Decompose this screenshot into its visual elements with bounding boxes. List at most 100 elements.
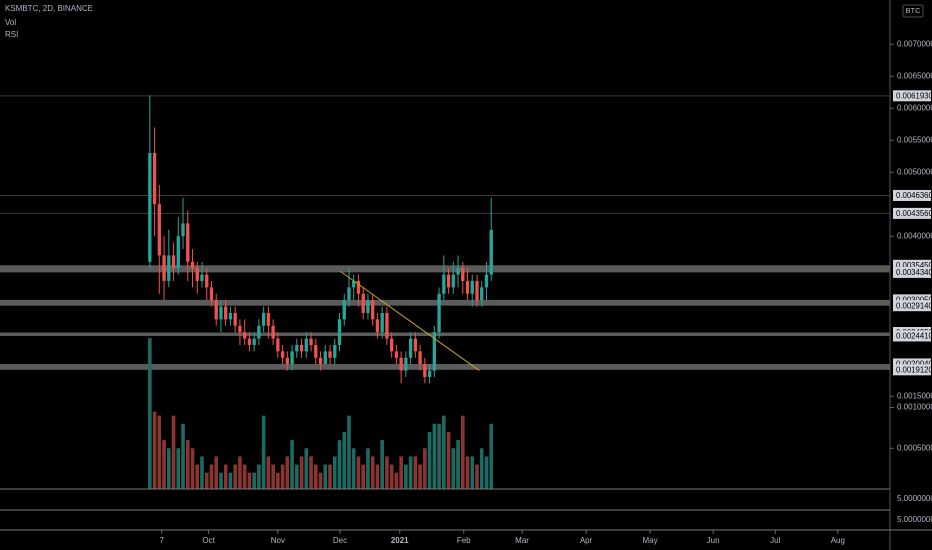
x-tick-label: Oct: [202, 536, 215, 545]
candle-body: [314, 344, 318, 358]
volume-bar: [342, 431, 347, 489]
volume-bar: [337, 440, 342, 489]
volume-bar: [332, 456, 337, 489]
volume-bar: [157, 415, 162, 489]
volume-bar: [247, 472, 252, 489]
candle-body: [176, 236, 180, 269]
volume-bar: [408, 456, 413, 489]
volume-bar: [271, 464, 275, 489]
volume-bar: [460, 415, 465, 489]
x-tick-label: Jun: [707, 536, 720, 545]
volume-bar: [318, 472, 323, 489]
x-tick-label: Apr: [580, 536, 593, 545]
candle-body: [214, 300, 218, 320]
price-level-badge: [893, 364, 931, 376]
volume-bar: [166, 448, 171, 489]
candle-body: [456, 268, 460, 275]
price-level-badge: [893, 90, 931, 102]
chart-title: KSMBTC, 2D, BINANCE: [5, 4, 93, 13]
volume-bar: [427, 431, 432, 489]
trendline: [340, 270, 480, 371]
candle-body: [347, 287, 351, 301]
support-zone: [0, 363, 890, 370]
volume-bar: [380, 440, 384, 489]
volume-bar: [437, 423, 441, 489]
candle-body: [446, 274, 451, 288]
price-level-badge: [893, 189, 931, 201]
candle-body: [243, 332, 247, 339]
volume-bar: [185, 440, 190, 489]
candle-body: [233, 312, 237, 326]
volume-bar: [366, 448, 370, 489]
price-level-badge: [893, 300, 931, 312]
unit-label[interactable]: BTC: [906, 6, 922, 15]
candle-body: [190, 261, 195, 269]
support-zone: [0, 332, 890, 336]
volume-bar: [162, 440, 166, 489]
y-tick-label: 0.00550000: [897, 135, 932, 144]
candle-body: [375, 319, 380, 333]
volume-bar: [285, 456, 290, 489]
candle-body: [484, 274, 489, 288]
volume-bar: [347, 415, 351, 489]
volume-bar: [195, 464, 200, 489]
volume-bar: [361, 464, 366, 489]
candle-body: [432, 332, 436, 371]
candle-body: [304, 338, 308, 352]
candle-body: [205, 274, 209, 288]
candle-body: [418, 351, 422, 365]
indicator-label: Vol: [5, 18, 16, 27]
candle-body: [328, 351, 332, 358]
candle-body: [266, 312, 271, 326]
y-tick-label: 0.00700000: [897, 39, 932, 48]
candle-body: [271, 325, 275, 339]
volume-bar: [223, 464, 228, 489]
volume-bar: [266, 456, 271, 489]
volume-bar: [238, 456, 242, 489]
candle-body: [276, 338, 280, 352]
x-tick-label: Mar: [515, 536, 529, 545]
candle-body: [394, 351, 399, 358]
y-tick-label: 0.00150000: [897, 391, 932, 400]
volume-bar: [313, 464, 318, 489]
volume-bar: [465, 456, 470, 489]
price-level-badge: [893, 259, 931, 271]
volume-bar: [219, 472, 223, 489]
price-level-badge: [893, 294, 931, 306]
candle-body: [148, 152, 152, 262]
volume-bar: [276, 472, 280, 489]
candle-body: [228, 312, 233, 320]
candle-body: [181, 223, 185, 237]
candle-body: [252, 338, 256, 345]
candle-body: [299, 344, 304, 352]
support-zone: [0, 299, 890, 306]
candle-body: [167, 255, 171, 281]
candle-body: [451, 274, 455, 288]
volume-bar: [479, 448, 484, 489]
price-level-badge: [893, 330, 931, 342]
candle-body: [423, 364, 427, 377]
candle-body: [442, 274, 446, 294]
x-tick-label: Feb: [457, 536, 471, 545]
candle-body: [361, 293, 365, 313]
unit-box[interactable]: [902, 4, 924, 18]
candle-body: [385, 312, 389, 339]
candle-body: [152, 152, 157, 205]
volume-bar: [309, 456, 313, 489]
candle-body: [157, 204, 161, 256]
candle-body: [470, 280, 474, 294]
volume-bar: [233, 464, 237, 489]
volume-bar: [370, 456, 375, 489]
volume-bar: [394, 472, 399, 489]
volume-bar: [252, 472, 256, 489]
x-tick-label: Nov: [271, 536, 285, 545]
volume-bar: [171, 415, 176, 489]
x-tick-label: 7: [159, 536, 164, 545]
x-tick-label: 2021: [391, 536, 409, 545]
volume-bar: [413, 456, 418, 489]
candle-body: [408, 338, 413, 358]
price-level-badge: [893, 207, 931, 219]
candle-body: [209, 287, 214, 301]
